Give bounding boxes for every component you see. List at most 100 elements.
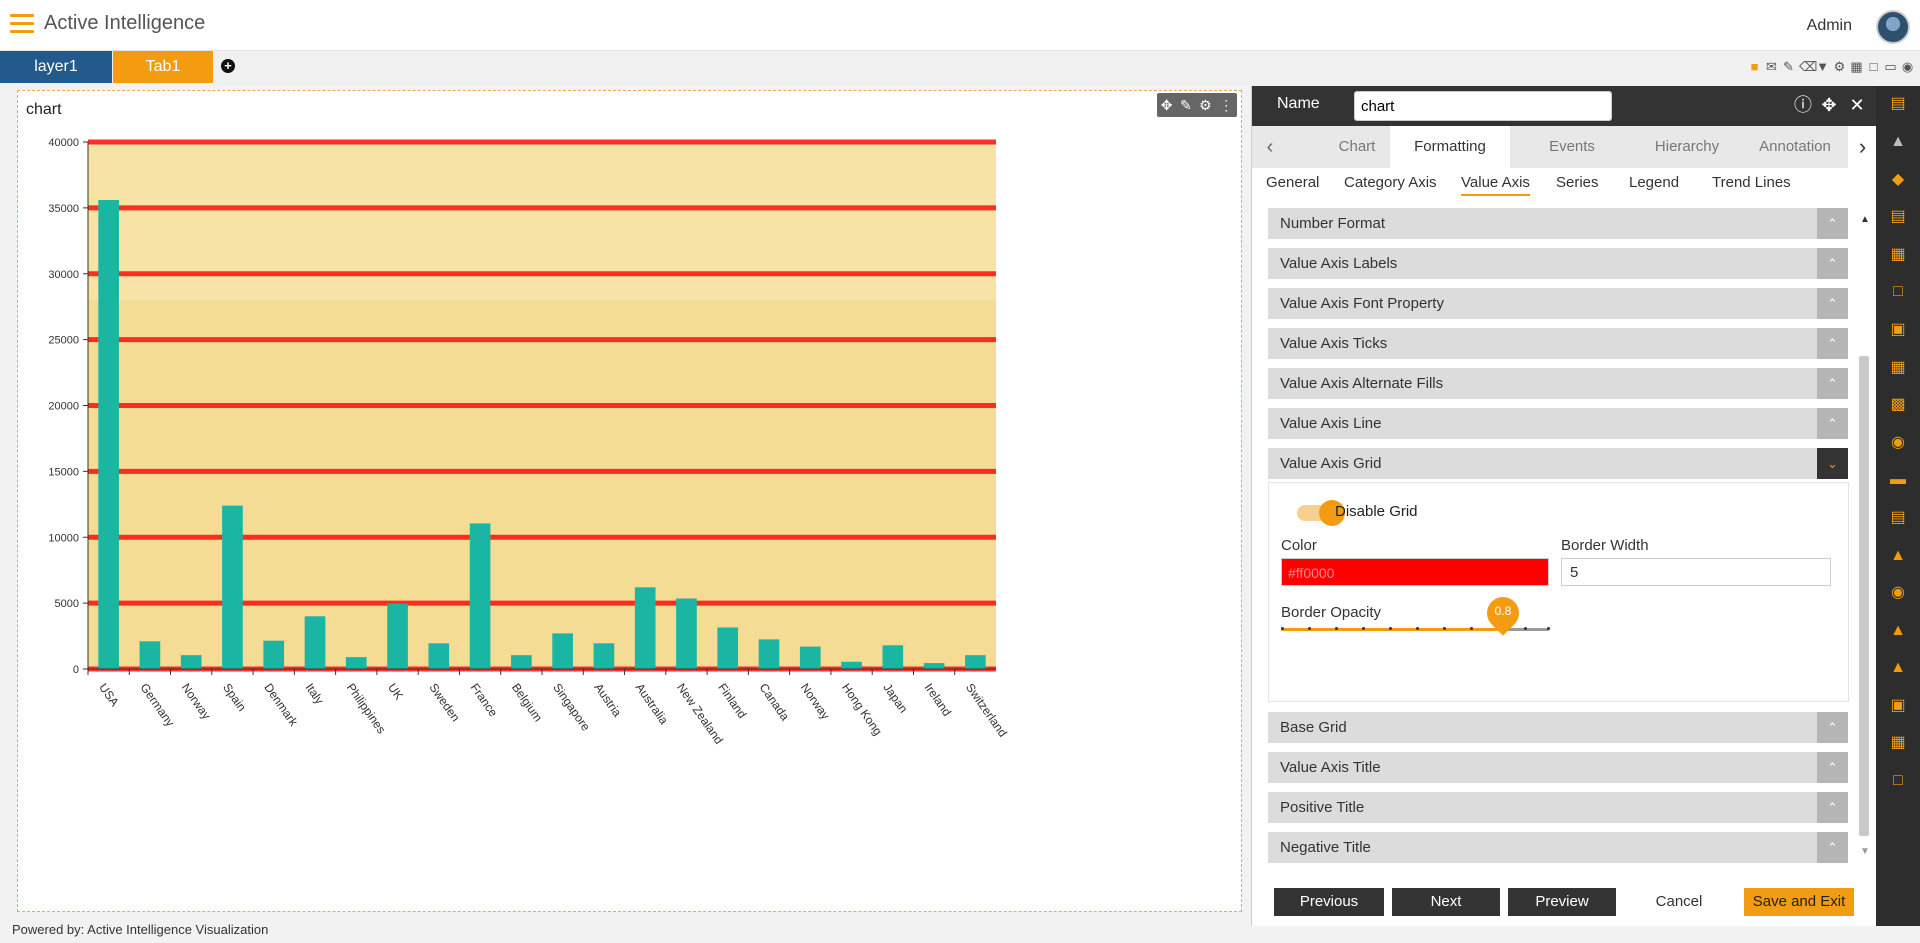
- section-value-axis-font-property[interactable]: Value Axis Font Property ⌃: [1268, 288, 1848, 320]
- subtab-value-axis[interactable]: Value Axis: [1461, 174, 1530, 196]
- gear-icon[interactable]: ⚙: [1833, 59, 1846, 74]
- eye-icon[interactable]: ◉: [1901, 59, 1914, 74]
- subtab-category-axis[interactable]: Category Axis: [1344, 174, 1437, 191]
- chevron-up-icon[interactable]: ⌃: [1817, 248, 1848, 279]
- subtab-trend-lines[interactable]: Trend Lines: [1712, 174, 1791, 191]
- document-icon[interactable]: ▤: [1890, 208, 1906, 225]
- name-input[interactable]: [1354, 91, 1612, 121]
- report-icon[interactable]: ▤: [1890, 509, 1906, 526]
- image-icon[interactable]: ▣: [1890, 321, 1906, 338]
- section-value-axis-ticks[interactable]: Value Axis Ticks ⌃: [1268, 328, 1848, 360]
- tab-hierarchy[interactable]: Hierarchy: [1654, 138, 1720, 155]
- chart-icon[interactable]: ▲: [1890, 133, 1906, 150]
- edit-icon[interactable]: ✎: [1179, 96, 1192, 113]
- section-value-axis-labels[interactable]: Value Axis Labels ⌃: [1268, 248, 1848, 280]
- mail-icon[interactable]: ✉: [1766, 59, 1777, 74]
- tab-tab1[interactable]: Tab1: [113, 51, 213, 83]
- table-icon[interactable]: ▦: [1890, 359, 1906, 376]
- shapes-icon[interactable]: ◆: [1891, 171, 1905, 188]
- hierarchy-icon[interactable]: ▲: [1890, 547, 1906, 564]
- cubes-icon[interactable]: ◉: [1891, 434, 1905, 451]
- grid-color-picker[interactable]: #ff0000: [1281, 558, 1549, 586]
- layout-icon[interactable]: ▬: [1890, 471, 1906, 488]
- section-positive-title[interactable]: Positive Title ⌃: [1268, 792, 1848, 824]
- bar[interactable]: [841, 661, 862, 669]
- chevron-up-icon[interactable]: ⌃: [1817, 712, 1848, 743]
- chevron-up-icon[interactable]: ⌃: [1817, 288, 1848, 319]
- bar[interactable]: [469, 523, 491, 669]
- chevron-up-icon[interactable]: ⌃: [1817, 752, 1848, 783]
- scrollbar-thumb[interactable]: [1859, 356, 1869, 836]
- square-icon[interactable]: □: [1893, 772, 1903, 789]
- alert-icon[interactable]: ▲: [1890, 622, 1906, 639]
- tab-chart[interactable]: Chart: [1338, 138, 1376, 155]
- next-button[interactable]: Next: [1392, 888, 1500, 916]
- add-tab-icon[interactable]: +: [221, 59, 235, 73]
- bar[interactable]: [139, 641, 161, 669]
- filter-icon[interactable]: ▼: [1816, 59, 1829, 74]
- bar[interactable]: [758, 639, 780, 669]
- tab-events[interactable]: Events: [1549, 138, 1595, 155]
- chevron-up-icon[interactable]: ⌃: [1817, 832, 1848, 863]
- page-icon[interactable]: ▦: [1890, 246, 1906, 263]
- save-icon[interactable]: ■: [1750, 59, 1759, 74]
- copy-icon[interactable]: ▩: [1890, 396, 1906, 413]
- chevron-up-icon[interactable]: ⌃: [1817, 208, 1848, 239]
- section-value-axis-line[interactable]: Value Axis Line ⌃: [1268, 408, 1848, 440]
- cancel-button[interactable]: Cancel: [1626, 888, 1732, 916]
- hamburger-menu-icon[interactable]: [10, 14, 34, 34]
- previous-button[interactable]: Previous: [1274, 888, 1384, 916]
- bar[interactable]: [263, 640, 285, 669]
- chevron-up-icon[interactable]: ⌃: [1817, 792, 1848, 823]
- dashboard-icon[interactable]: ▤: [1890, 95, 1906, 112]
- scroll-up-icon[interactable]: ▲: [1860, 214, 1870, 225]
- bar[interactable]: [552, 633, 573, 669]
- bar[interactable]: [634, 587, 656, 669]
- toggle-knob[interactable]: [1319, 500, 1345, 526]
- tab-layer1[interactable]: layer1: [0, 51, 112, 83]
- tab-formatting[interactable]: Formatting: [1390, 126, 1510, 168]
- chevron-up-icon[interactable]: ⌃: [1817, 328, 1848, 359]
- subtab-series[interactable]: Series: [1556, 174, 1599, 191]
- gear-icon[interactable]: ⚙: [1199, 96, 1212, 113]
- section-negative-title[interactable]: Negative Title ⌃: [1268, 832, 1848, 864]
- section-base-grid[interactable]: Base Grid ⌃: [1268, 712, 1848, 744]
- section-value-axis-grid[interactable]: Value Axis Grid ⌄: [1268, 448, 1848, 480]
- tab-annotation[interactable]: Annotation: [1759, 138, 1831, 155]
- bar[interactable]: [593, 643, 615, 669]
- eye-icon[interactable]: ◉: [1891, 584, 1905, 601]
- bar[interactable]: [511, 655, 532, 669]
- bar[interactable]: [345, 657, 367, 669]
- bar[interactable]: [799, 646, 821, 669]
- user-name[interactable]: Admin: [1806, 17, 1852, 34]
- border-width-input[interactable]: 5: [1561, 558, 1831, 586]
- window-icon[interactable]: □: [1869, 59, 1878, 74]
- bar[interactable]: [304, 616, 326, 669]
- bar[interactable]: [676, 598, 697, 669]
- more-icon[interactable]: ⋮: [1219, 96, 1234, 113]
- tabs-next-icon[interactable]: ›: [1848, 126, 1877, 168]
- comment-icon[interactable]: ✎: [1783, 59, 1794, 74]
- save-and-exit-button[interactable]: Save and Exit: [1744, 888, 1854, 916]
- bar[interactable]: [387, 603, 408, 669]
- chevron-up-icon[interactable]: ⌃: [1817, 408, 1848, 439]
- bar[interactable]: [222, 505, 243, 669]
- preview-button[interactable]: Preview: [1508, 888, 1616, 916]
- chevron-up-icon[interactable]: ⌃: [1817, 368, 1848, 399]
- table-icon[interactable]: ▦: [1850, 59, 1863, 74]
- bar[interactable]: [98, 199, 119, 669]
- upload-icon[interactable]: ▲: [1890, 659, 1906, 676]
- bar[interactable]: [882, 645, 904, 669]
- presentation-icon[interactable]: ▣: [1890, 697, 1906, 714]
- move-icon[interactable]: ✥: [1160, 96, 1173, 113]
- bar[interactable]: [428, 643, 450, 669]
- move-icon[interactable]: ✥: [1821, 95, 1837, 115]
- monitor-icon[interactable]: ▭: [1884, 59, 1897, 74]
- tabs-prev-icon[interactable]: ‹: [1266, 136, 1274, 158]
- chevron-down-icon[interactable]: ⌄: [1817, 448, 1848, 479]
- avatar[interactable]: [1876, 10, 1910, 44]
- bar[interactable]: [965, 655, 986, 669]
- help-icon[interactable]: ⓘ: [1794, 95, 1812, 115]
- section-value-axis-title[interactable]: Value Axis Title ⌃: [1268, 752, 1848, 784]
- scroll-down-icon[interactable]: ▼: [1860, 846, 1870, 857]
